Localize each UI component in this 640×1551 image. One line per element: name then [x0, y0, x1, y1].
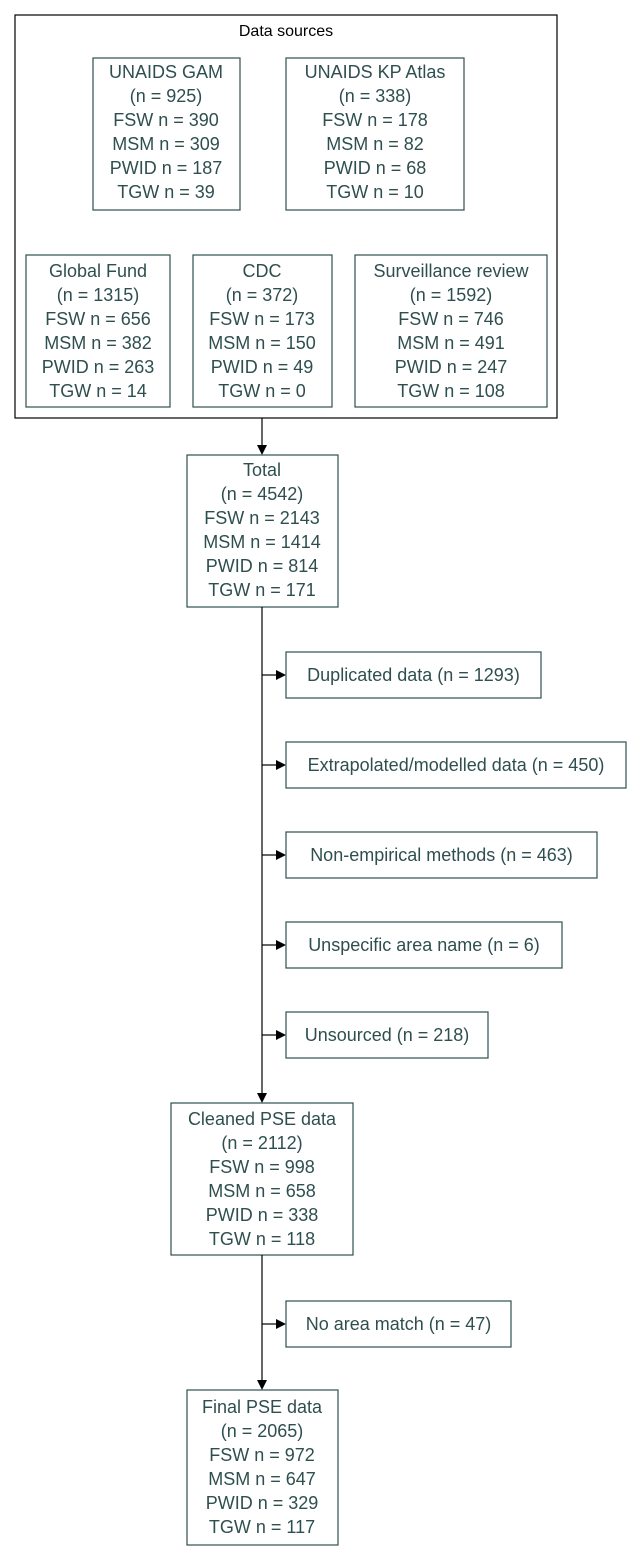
cleaned-count: (n = 2112) — [221, 1133, 302, 1153]
source-fsw: FSW n = 746 — [398, 309, 504, 329]
source-total: (n = 338) — [339, 86, 412, 106]
source-tgw: TGW n = 39 — [117, 182, 215, 202]
source-tgw: TGW n = 14 — [49, 381, 147, 401]
exclusion-label: Unspecific area name (n = 6) — [308, 935, 540, 955]
source-box-cdc: CDC (n = 372) FSW n = 173 MSM n = 150 PW… — [192, 254, 333, 408]
source-pwid: PWID n = 68 — [324, 158, 427, 178]
exclusion-box-non-empirical: Non-empirical methods (n = 463) — [285, 831, 598, 879]
final-title: Final PSE data — [202, 1397, 323, 1417]
source-msm: MSM n = 150 — [208, 333, 316, 353]
source-box-global-fund: Global Fund (n = 1315) FSW n = 656 MSM n… — [25, 254, 171, 408]
exclusion-box-extrapolated: Extrapolated/modelled data (n = 450) — [285, 741, 627, 789]
arrowhead-exclusion-unsourced — [276, 1030, 286, 1040]
arrowhead-to-cleaned — [257, 1093, 267, 1103]
cleaned-tgw: TGW n = 118 — [209, 1229, 315, 1249]
source-pwid: PWID n = 263 — [42, 357, 155, 377]
final-pwid: PWID n = 329 — [206, 1493, 319, 1513]
source-fsw: FSW n = 178 — [322, 110, 428, 130]
source-pwid: PWID n = 187 — [110, 158, 223, 178]
source-pwid: PWID n = 49 — [211, 357, 314, 377]
source-fsw: FSW n = 390 — [113, 110, 219, 130]
source-msm: MSM n = 309 — [112, 134, 220, 154]
cleaned-fsw: FSW n = 998 — [209, 1157, 315, 1177]
total-count: (n = 4542) — [221, 484, 304, 504]
total-pwid: PWID n = 814 — [206, 556, 319, 576]
exclusion-box-unsourced: Unsourced (n = 218) — [285, 1011, 489, 1059]
source-title: Surveillance review — [373, 261, 529, 281]
exclusion-box-no-area-match: No area match (n = 47) — [285, 1300, 512, 1348]
exclusion-label: Duplicated data (n = 1293) — [307, 665, 520, 685]
total-box: Total (n = 4542) FSW n = 2143 MSM n = 14… — [186, 454, 339, 608]
cleaned-title: Cleaned PSE data — [188, 1109, 337, 1129]
final-msm: MSM n = 647 — [208, 1469, 316, 1489]
source-msm: MSM n = 82 — [326, 134, 424, 154]
data-sources-title: Data sources — [239, 23, 333, 40]
arrowhead-exclusion-extrapolated — [276, 760, 286, 770]
exclusion-label: No area match (n = 47) — [306, 1314, 492, 1334]
source-title: Global Fund — [49, 261, 147, 281]
source-box-surveillance-review: Surveillance review (n = 1592) FSW n = 7… — [354, 254, 548, 408]
source-pwid: PWID n = 247 — [395, 357, 508, 377]
total-msm: MSM n = 1414 — [203, 532, 321, 552]
source-msm: MSM n = 491 — [397, 333, 505, 353]
arrowhead-to-total — [257, 445, 267, 455]
total-title: Total — [243, 460, 281, 480]
source-total: (n = 925) — [130, 86, 203, 106]
source-fsw: FSW n = 656 — [45, 309, 151, 329]
cleaned-pwid: PWID n = 338 — [206, 1205, 319, 1225]
source-tgw: TGW n = 108 — [397, 381, 505, 401]
arrowhead-exclusion-duplicated — [276, 670, 286, 680]
arrowhead-to-final — [257, 1380, 267, 1390]
source-box-unaids-kp-atlas: UNAIDS KP Atlas (n = 338) FSW n = 178 MS… — [285, 57, 465, 211]
source-total: (n = 1315) — [57, 285, 140, 305]
final-tgw: TGW n = 117 — [209, 1517, 315, 1537]
final-count: (n = 2065) — [221, 1421, 304, 1441]
source-total: (n = 1592) — [410, 285, 493, 305]
total-tgw: TGW n = 171 — [208, 580, 316, 600]
final-pse-box: Final PSE data (n = 2065) FSW n = 972 MS… — [186, 1389, 339, 1546]
exclusion-box-unspecific: Unspecific area name (n = 6) — [285, 921, 563, 969]
source-total: (n = 372) — [226, 285, 299, 305]
source-title: UNAIDS GAM — [109, 62, 223, 82]
exclusion-box-duplicated: Duplicated data (n = 1293) — [285, 651, 542, 699]
exclusion-label: Extrapolated/modelled data (n = 450) — [308, 755, 605, 775]
arrowhead-exclusion-unspecific — [276, 940, 286, 950]
cleaned-msm: MSM n = 658 — [208, 1181, 316, 1201]
source-tgw: TGW n = 10 — [326, 182, 424, 202]
cleaned-pse-box: Cleaned PSE data (n = 2112) FSW n = 998 … — [170, 1102, 354, 1256]
exclusion-label: Non-empirical methods (n = 463) — [310, 845, 573, 865]
source-fsw: FSW n = 173 — [209, 309, 315, 329]
source-title: UNAIDS KP Atlas — [305, 62, 446, 82]
arrowhead-exclusion-non-empirical — [276, 850, 286, 860]
source-tgw: TGW n = 0 — [218, 381, 306, 401]
source-title: CDC — [243, 261, 282, 281]
source-box-unaids-gam: UNAIDS GAM (n = 925) FSW n = 390 MSM n =… — [92, 57, 241, 211]
final-fsw: FSW n = 972 — [209, 1445, 315, 1465]
exclusion-label: Unsourced (n = 218) — [305, 1025, 470, 1045]
arrowhead-exclusion-no-area-match — [276, 1319, 286, 1329]
source-msm: MSM n = 382 — [44, 333, 152, 353]
total-fsw: FSW n = 2143 — [204, 508, 320, 528]
